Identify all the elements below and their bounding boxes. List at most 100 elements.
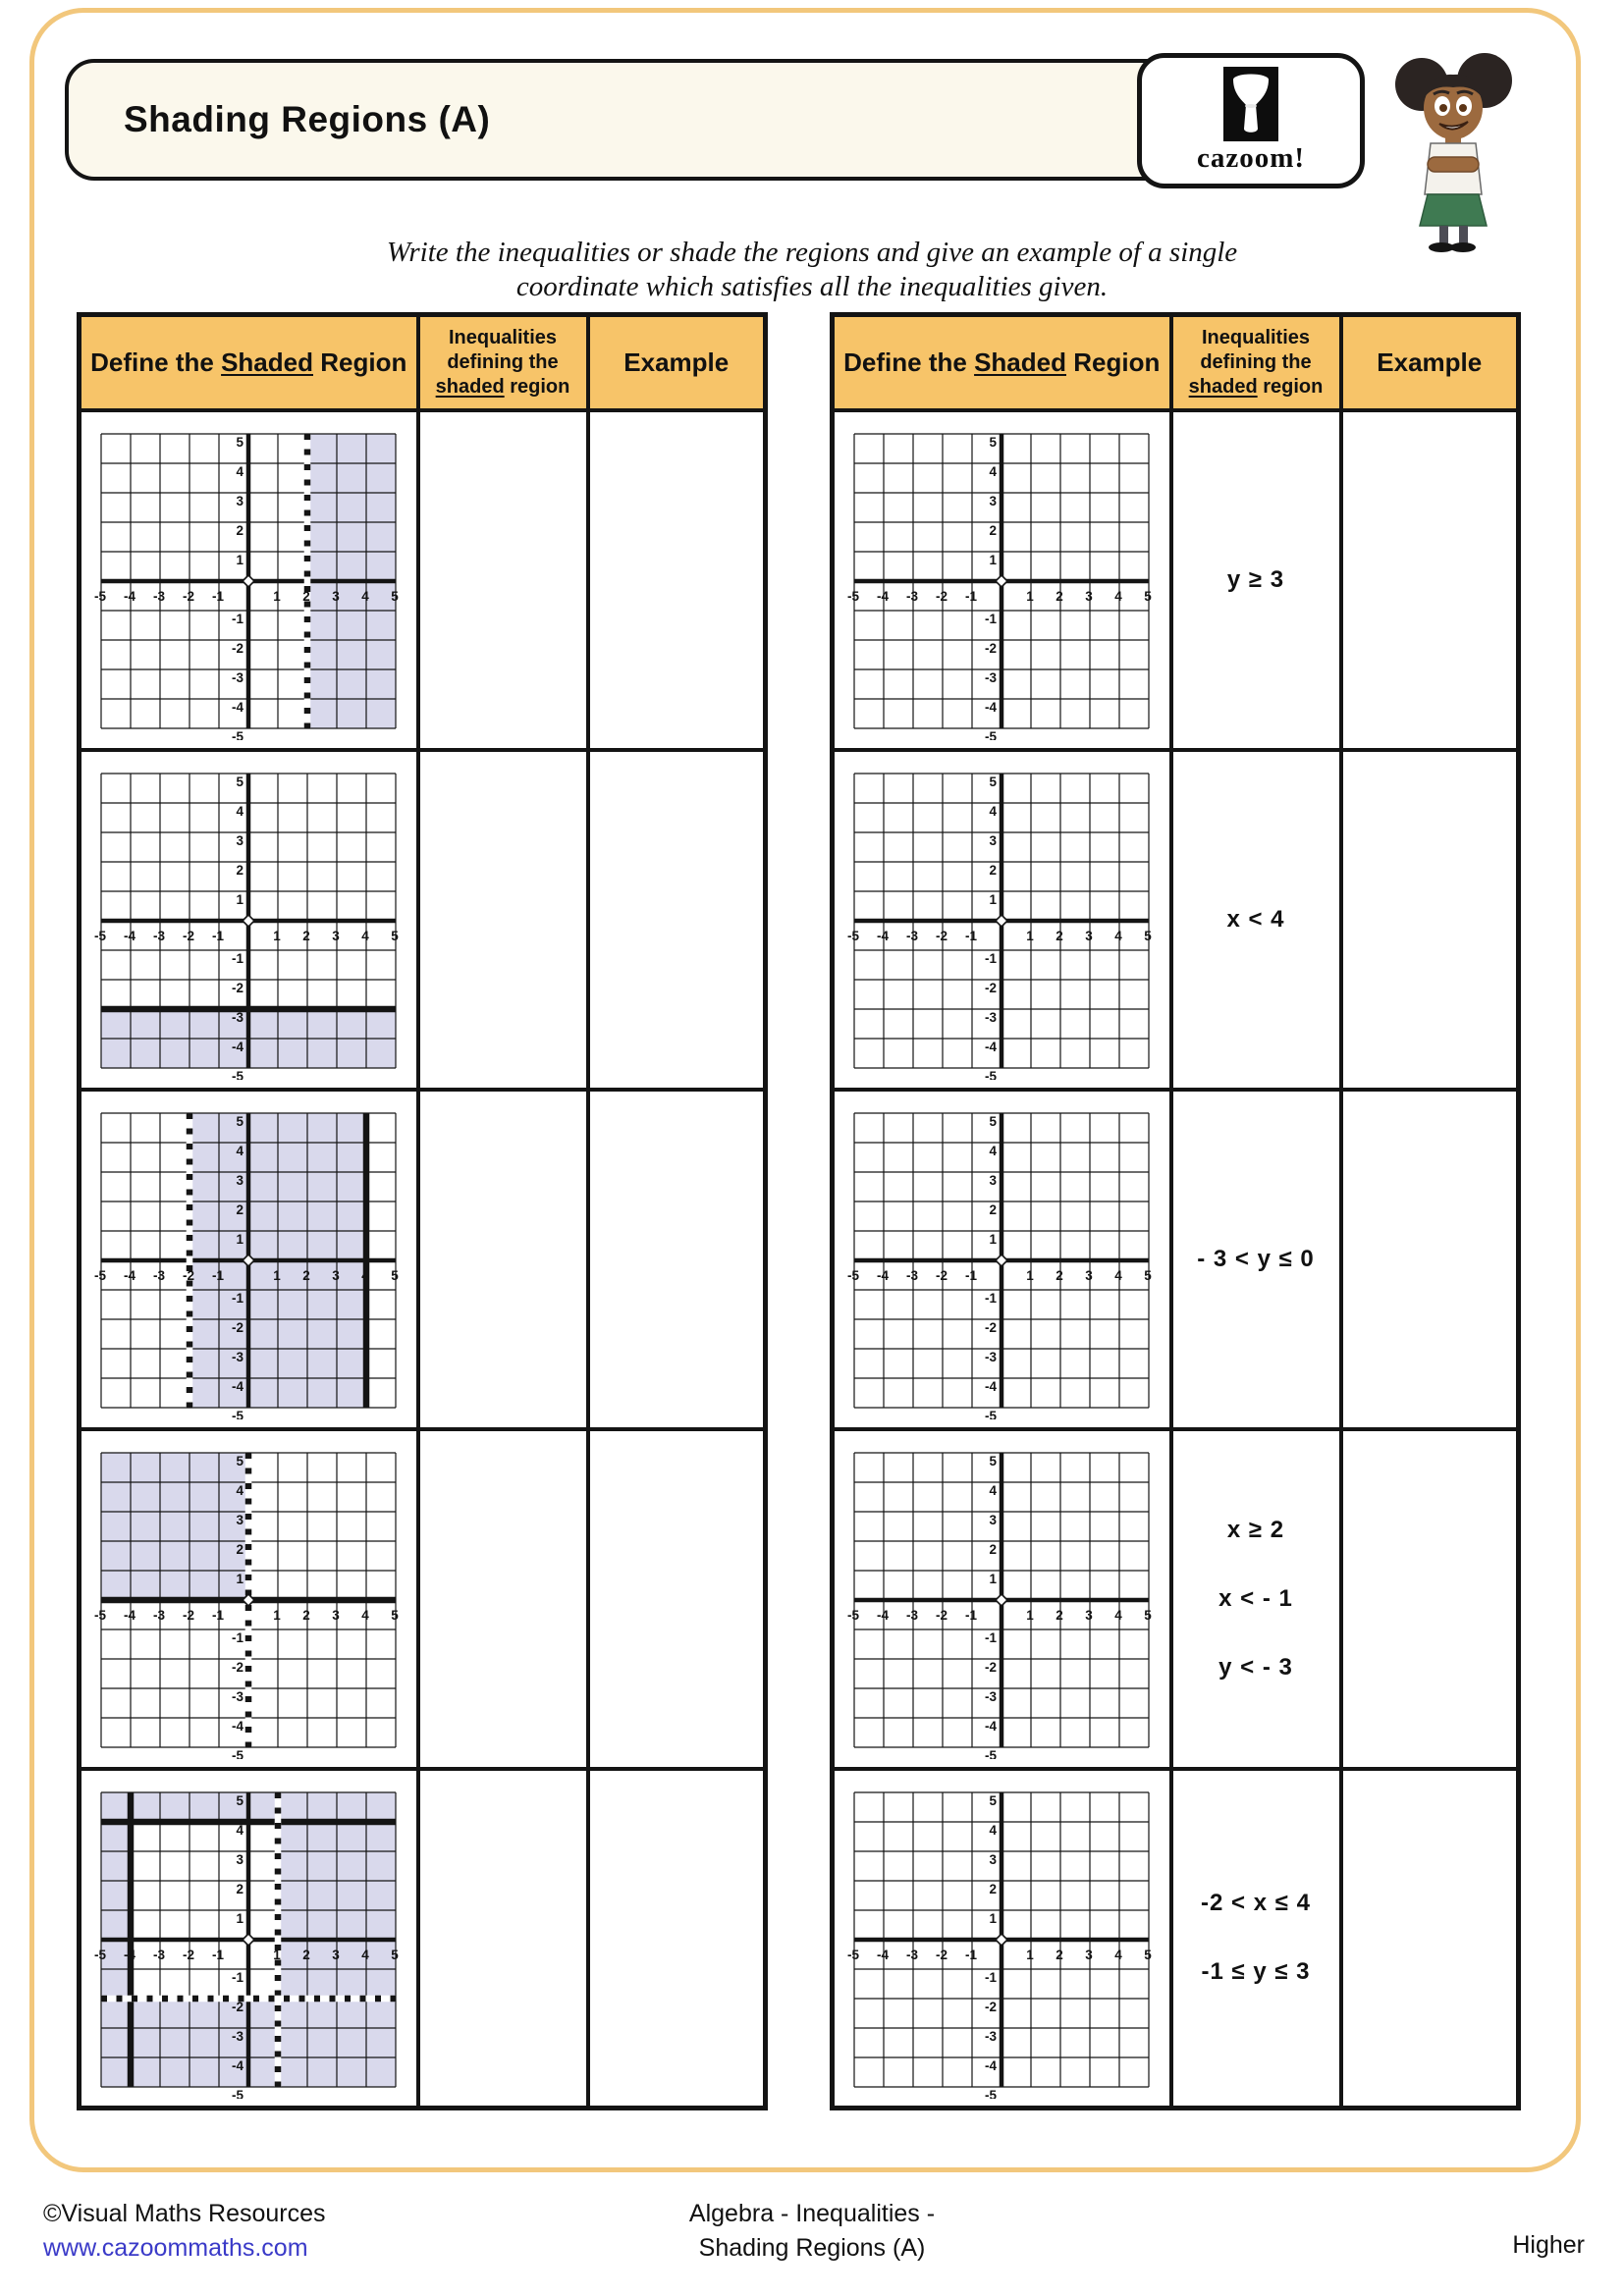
svg-text:1: 1 [1026,1268,1034,1283]
svg-text:2: 2 [1056,1948,1063,1962]
graph-cell-left-4: -5 -5 -4 -4 -3 -3 -2 -2 -1 -1 1 1 2 2 3 3 4 4 5 5 [77,1426,420,1771]
cazoom-logo-text: cazoom! [1196,142,1306,174]
coordinate-grid: -5 -5 -4 -4 -3 -3 -2 -2 -1 -1 1 1 2 2 3 3 4 4 5 5 [847,772,1152,1084]
coordinate-grid: -5 -5 -4 -4 -3 -3 -2 -2 -1 -1 1 1 2 2 3 3 4 4 5 5 [847,1451,1152,1763]
svg-text:-1: -1 [965,1608,977,1623]
svg-text:4: 4 [990,804,998,819]
header-inequalities: Inequalities defining the shaded region [1168,312,1343,412]
svg-text:-1: -1 [965,1948,977,1962]
svg-text:-3: -3 [906,1268,918,1283]
row-4-left: -5 -5 -4 -4 -3 -3 -2 -2 -1 -1 1 1 2 2 3 3 4 4 5 5 [77,1426,768,1771]
svg-text:-5: -5 [985,1748,997,1759]
svg-text:4: 4 [990,1144,998,1158]
inequality-label: x ≥ 2 [1226,1516,1285,1543]
svg-text:-1: -1 [985,612,997,626]
svg-text:3: 3 [1085,1608,1093,1623]
answer-cell-inequalities-2 [415,747,590,1092]
svg-text:-3: -3 [906,589,918,604]
graph-cell-right-2: -5 -5 -4 -4 -3 -3 -2 -2 -1 -1 1 1 2 2 3 3 4 4 5 5 [830,747,1173,1092]
header-example: Example [1338,312,1521,412]
svg-text:-5: -5 [94,1948,106,1962]
instructions-line-1: Write the inequalities or shade the regi… [386,237,1238,268]
worksheet-instructions: Write the inequalities or shade the regi… [0,236,1624,304]
svg-text:3: 3 [1085,1948,1093,1962]
svg-text:5: 5 [237,1114,244,1129]
svg-text:-2: -2 [232,2000,244,2014]
svg-text:3: 3 [990,494,998,508]
footer-topic-line-2: Shading Regions (A) [698,2234,926,2262]
coordinate-grid: -5 -5 -4 -4 -3 -3 -2 -2 -1 -1 1 1 2 2 3 3 4 4 5 5 [847,1790,1152,2103]
svg-text:5: 5 [1144,1268,1152,1283]
svg-text:-4: -4 [124,1608,135,1623]
coordinate-grid: -5 -5 -4 -4 -3 -3 -2 -2 -1 -1 1 1 2 2 3 3 4 4 5 5 [94,1451,399,1763]
row-5-left: -5 -5 -4 -4 -3 -3 -2 -2 -1 -1 1 1 2 2 3 3 4 4 5 5 [77,1766,768,2110]
svg-text:1: 1 [990,892,998,907]
svg-text:-5: -5 [985,1409,997,1419]
graph-cell-left-5: -5 -5 -4 -4 -3 -3 -2 -2 -1 -1 1 1 2 2 3 3 4 4 5 5 [77,1766,420,2110]
svg-text:-1: -1 [212,1268,224,1283]
svg-text:-3: -3 [153,929,165,943]
answer-cell-example-left-4 [585,1426,768,1771]
svg-text:4: 4 [237,464,244,479]
graph-cell-right-1: -5 -5 -4 -4 -3 -3 -2 -2 -1 -1 1 1 2 2 3 3 4 4 5 5 [830,407,1173,752]
answer-cell-example-right-1 [1338,407,1521,752]
svg-text:-2: -2 [936,1268,947,1283]
svg-text:1: 1 [1026,929,1034,943]
svg-text:-2: -2 [936,929,947,943]
svg-text:4: 4 [361,589,369,604]
svg-text:-1: -1 [212,929,224,943]
svg-text:-4: -4 [124,929,135,943]
svg-text:3: 3 [1085,929,1093,943]
svg-text:-2: -2 [183,1608,194,1623]
answer-cell-example-left-3 [585,1087,768,1431]
svg-text:-2: -2 [183,929,194,943]
svg-text:-2: -2 [232,641,244,656]
svg-text:1: 1 [273,929,281,943]
svg-text:-4: -4 [232,1719,244,1734]
given-inequalities-2: x < 4 [1168,747,1343,1092]
svg-text:-5: -5 [94,589,106,604]
given-inequalities-1: y ≥ 3 [1168,407,1343,752]
cazoom-drum-icon [1223,67,1278,141]
svg-text:-2: -2 [985,1320,997,1335]
worksheet-table-right: Define the Shaded Region Inequalities defi… [830,312,1521,2110]
row-2-right: -5 -5 -4 -4 -3 -3 -2 -2 -1 -1 1 1 2 2 3 3 4 4 5 5 x < 4 [830,747,1521,1092]
row-2-left: -5 -5 -4 -4 -3 -3 -2 -2 -1 -1 1 1 2 2 3 3 4 4 5 5 [77,747,768,1092]
svg-text:-4: -4 [877,929,889,943]
svg-text:4: 4 [1114,1608,1122,1623]
svg-text:-2: -2 [232,1660,244,1675]
svg-text:-4: -4 [232,1379,244,1394]
website-link[interactable]: www.cazoommaths.com [43,2234,308,2262]
svg-text:4: 4 [990,1483,998,1498]
svg-text:1: 1 [1026,1948,1034,1962]
coordinate-grid: -5 -5 -4 -4 -3 -3 -2 -2 -1 -1 1 1 2 2 3 3 4 4 5 5 [94,1790,399,2103]
svg-text:2: 2 [990,863,998,878]
given-inequalities-4: x ≥ 2 x < - 1 y < - 3 [1168,1426,1343,1771]
answer-cell-example-left-2 [585,747,768,1092]
svg-text:-3: -3 [232,1350,244,1364]
svg-text:-5: -5 [232,1748,244,1759]
svg-text:-2: -2 [232,1320,244,1335]
svg-text:5: 5 [391,1608,399,1623]
svg-text:5: 5 [990,1114,998,1129]
inequality-label: x < - 1 [1218,1584,1293,1612]
svg-text:1: 1 [990,1232,998,1247]
svg-text:4: 4 [990,464,998,479]
svg-text:1: 1 [273,1268,281,1283]
svg-text:3: 3 [990,1852,998,1867]
svg-text:3: 3 [990,1513,998,1527]
svg-text:-4: -4 [877,1948,889,1962]
row-3-right: -5 -5 -4 -4 -3 -3 -2 -2 -1 -1 1 1 2 2 3 3 4 4 5 5 - 3 < y ≤ … [830,1087,1521,1431]
svg-text:-1: -1 [212,589,224,604]
svg-text:5: 5 [391,1268,399,1283]
row-5-right: -5 -5 -4 -4 -3 -3 -2 -2 -1 -1 1 1 2 2 3 3 4 4 5 5 -2 < x ≤ 4… [830,1766,1521,2110]
svg-text:4: 4 [237,1483,244,1498]
svg-text:5: 5 [990,435,998,450]
svg-text:5: 5 [1144,589,1152,604]
svg-text:-3: -3 [985,2029,997,2044]
svg-text:2: 2 [302,1948,310,1962]
footer-left: ©Visual Maths Resources www.cazoommaths.… [43,2197,326,2266]
svg-text:4: 4 [1114,1948,1122,1962]
answer-cell-inequalities-5 [415,1766,590,2110]
svg-text:3: 3 [332,1948,340,1962]
